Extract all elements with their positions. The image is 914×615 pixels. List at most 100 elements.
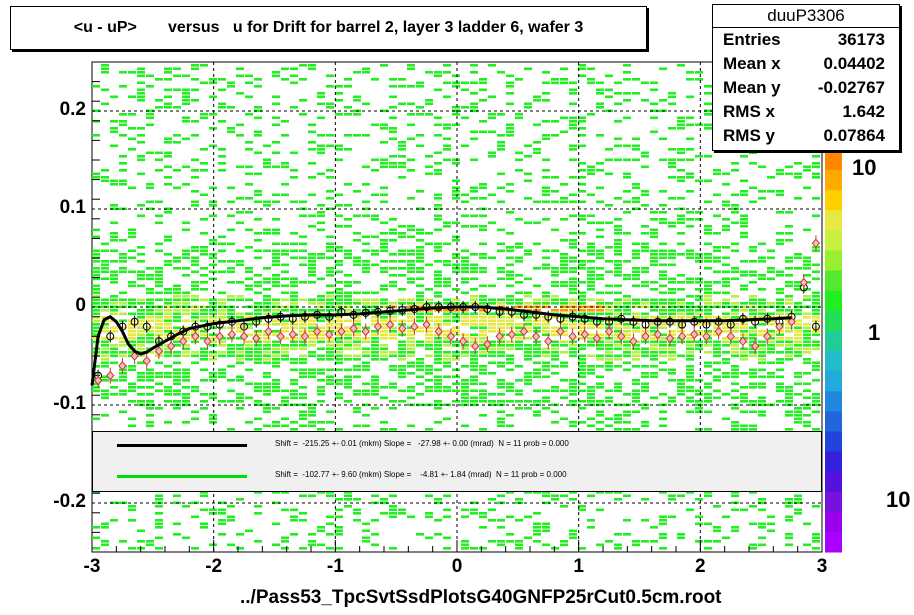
density-cell bbox=[353, 323, 361, 326]
density-cell bbox=[605, 358, 613, 361]
density-cell bbox=[236, 211, 244, 214]
profile-point-black bbox=[106, 332, 115, 341]
density-cell bbox=[245, 312, 253, 316]
density-cell bbox=[146, 337, 154, 340]
density-cell bbox=[335, 344, 343, 347]
density-cell bbox=[515, 347, 523, 351]
density-cell bbox=[569, 123, 577, 127]
density-cell bbox=[371, 302, 379, 305]
density-cell bbox=[632, 351, 640, 354]
density-cell bbox=[614, 249, 622, 253]
density-cell bbox=[731, 382, 739, 386]
density-cell bbox=[119, 267, 127, 270]
density-cell bbox=[578, 200, 586, 204]
density-cell bbox=[407, 326, 415, 330]
density-cell bbox=[335, 144, 343, 148]
density-cell bbox=[398, 344, 406, 347]
density-cell bbox=[209, 214, 217, 218]
density-cell bbox=[380, 64, 388, 67]
density-cell bbox=[218, 519, 226, 522]
density-cell bbox=[389, 127, 397, 130]
density-cell bbox=[164, 305, 172, 309]
density-cell bbox=[92, 536, 100, 540]
density-cell bbox=[182, 309, 190, 312]
density-cell bbox=[452, 333, 460, 337]
density-cell bbox=[371, 543, 379, 547]
density-cell bbox=[479, 284, 487, 288]
density-cell bbox=[506, 358, 514, 361]
density-cell bbox=[236, 358, 244, 361]
density-cell bbox=[128, 95, 136, 99]
density-cell bbox=[263, 344, 271, 347]
density-cell bbox=[200, 305, 208, 309]
density-cell bbox=[506, 361, 514, 365]
density-cell bbox=[677, 386, 685, 389]
density-cell bbox=[245, 148, 253, 151]
density-cell bbox=[416, 312, 424, 316]
density-cell bbox=[722, 298, 730, 302]
density-cell bbox=[803, 396, 811, 400]
density-cell bbox=[173, 302, 181, 305]
density-cell bbox=[137, 95, 145, 99]
density-cell bbox=[344, 218, 352, 221]
density-cell bbox=[677, 382, 685, 386]
density-cell bbox=[227, 351, 235, 354]
density-cell bbox=[551, 333, 559, 337]
density-cell bbox=[533, 522, 541, 526]
density-cell bbox=[551, 228, 559, 232]
density-cell bbox=[254, 78, 262, 81]
profile-point-red bbox=[227, 329, 237, 340]
density-cell bbox=[794, 333, 802, 337]
density-cell bbox=[371, 347, 379, 351]
density-cell bbox=[101, 71, 109, 74]
density-cell bbox=[272, 365, 280, 368]
density-cell bbox=[605, 309, 613, 312]
density-cell bbox=[272, 354, 280, 358]
density-cell bbox=[209, 337, 217, 340]
density-cell bbox=[641, 302, 649, 305]
density-cell bbox=[578, 389, 586, 393]
density-cell bbox=[335, 85, 343, 88]
density-cell bbox=[191, 176, 199, 179]
density-cell bbox=[290, 533, 298, 536]
density-cell bbox=[578, 354, 586, 358]
density-cell bbox=[92, 85, 100, 88]
density-cell bbox=[434, 407, 442, 410]
density-cell bbox=[560, 340, 568, 344]
density-cell bbox=[704, 291, 712, 295]
density-cell bbox=[569, 393, 577, 396]
density-cell bbox=[290, 302, 298, 305]
density-cell bbox=[191, 386, 199, 389]
density-cell bbox=[425, 372, 433, 375]
density-cell bbox=[254, 417, 262, 421]
stats-label: RMS x bbox=[723, 102, 775, 121]
density-cell bbox=[416, 316, 424, 319]
profile-point-red bbox=[106, 370, 115, 381]
density-cell bbox=[488, 116, 496, 120]
density-cell bbox=[434, 249, 442, 253]
density-cell bbox=[101, 309, 109, 312]
density-cell bbox=[425, 326, 433, 330]
density-cell bbox=[137, 204, 145, 207]
density-cell bbox=[425, 288, 433, 291]
density-cell bbox=[308, 533, 316, 536]
density-cell bbox=[308, 193, 316, 197]
density-cell bbox=[641, 312, 649, 316]
density-cell bbox=[299, 354, 307, 358]
density-cell bbox=[299, 235, 307, 239]
profile-point-red bbox=[617, 331, 626, 342]
density-cell bbox=[164, 137, 172, 141]
density-cell bbox=[587, 400, 595, 403]
density-cell bbox=[326, 316, 334, 319]
density-cell bbox=[668, 379, 676, 382]
density-cell bbox=[272, 281, 280, 284]
density-cell bbox=[587, 494, 595, 498]
profile-point-red bbox=[118, 361, 127, 371]
density-cell bbox=[578, 169, 586, 172]
density-cell bbox=[101, 326, 109, 330]
density-cell bbox=[236, 400, 244, 403]
density-cell bbox=[245, 382, 253, 386]
density-cell bbox=[137, 344, 145, 347]
density-cell bbox=[290, 298, 298, 302]
density-cell bbox=[533, 326, 541, 330]
